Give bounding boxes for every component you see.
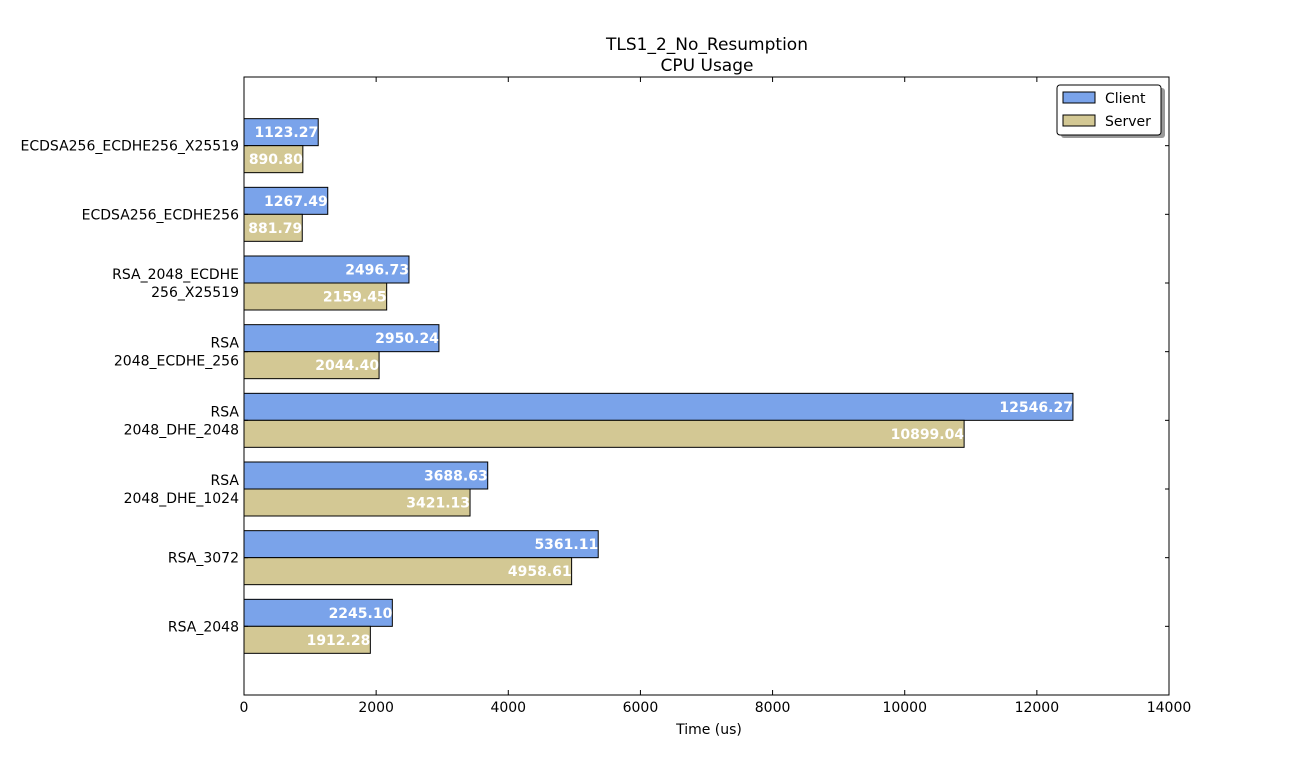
bar-server [243, 145, 304, 174]
category-label: 2048_DHE_1024 [124, 491, 240, 507]
category-labels: ECDSA256_ECDHE256_X25519 ECDSA256_ECDHE25… [21, 139, 240, 636]
x-axis-label: Time (us) [675, 722, 742, 738]
category-label: RSA_3072 [168, 551, 239, 567]
bar-value-label: 4958.61 [508, 564, 572, 580]
category-label: RSA [211, 336, 240, 352]
x-tick-label: 6000 [623, 700, 659, 716]
bar-value-label: 3421.13 [406, 496, 470, 512]
bar-value-label: 10899.04 [891, 427, 965, 443]
bar-server [243, 488, 471, 517]
bar-value-label: 2496.73 [345, 263, 409, 279]
x-tick-label: 2000 [358, 700, 394, 716]
legend-label-client: Client [1105, 91, 1146, 107]
bars-group: 1123.27 890.80 1267.49 881.79 2496.73 2159.45… [243, 118, 1074, 654]
plot-frame [243, 76, 1170, 696]
category-label: 256_X25519 [151, 285, 239, 301]
x-tick-label: 8000 [755, 700, 791, 716]
bar-value-label: 3688.63 [424, 469, 488, 485]
bar-value-label: 1267.49 [264, 194, 328, 210]
x-tick-label: 14000 [1147, 700, 1192, 716]
bar-value-label: 2245.10 [329, 606, 393, 622]
bar-server [243, 213, 303, 242]
bar-value-label: 12546.27 [999, 400, 1073, 416]
bar-value-label: 5361.11 [534, 537, 598, 553]
legend-label-server: Server [1105, 114, 1151, 130]
category-label: 2048_DHE_2048 [124, 422, 239, 438]
chart-subtitle: CPU Usage [661, 56, 754, 76]
bar-value-label: 1123.27 [254, 125, 318, 141]
chart-title: TLS1_2_No_Resumption [605, 35, 808, 55]
bar-value-label: 890.80 [249, 152, 303, 168]
category-label: RSA [211, 473, 240, 489]
category-label: ECDSA256_ECDHE256_X25519 [21, 139, 239, 155]
x-axis-ticks: 0 2000 4000 6000 8000 10000 12000 14000 [240, 77, 1192, 716]
category-label: RSA [211, 404, 240, 420]
bar-server [243, 557, 573, 586]
legend-swatch-client [1062, 91, 1096, 104]
x-tick-label: 12000 [1015, 700, 1060, 716]
category-label: 2048_ECDHE_256 [114, 354, 239, 370]
bar-value-label: 2159.45 [323, 290, 387, 306]
x-tick-label: 0 [240, 700, 249, 716]
bar-server [243, 419, 965, 448]
bar-value-label: 881.79 [248, 221, 302, 237]
bar-client [243, 530, 599, 559]
category-label: ECDSA256_ECDHE256 [82, 207, 239, 223]
category-label: RSA_2048 [168, 619, 239, 635]
bar-value-label: 2044.40 [315, 358, 379, 374]
category-label: RSA_2048_ECDHE [112, 267, 239, 283]
bar-client [243, 392, 1074, 421]
bar-value-label: 2950.24 [375, 331, 439, 347]
x-tick-label: 10000 [882, 700, 927, 716]
bar-server [243, 625, 371, 654]
x-tick-label: 4000 [490, 700, 526, 716]
legend: Client Server [1056, 84, 1165, 138]
bar-value-label: 1912.28 [307, 633, 371, 649]
legend-swatch-server [1062, 114, 1096, 127]
